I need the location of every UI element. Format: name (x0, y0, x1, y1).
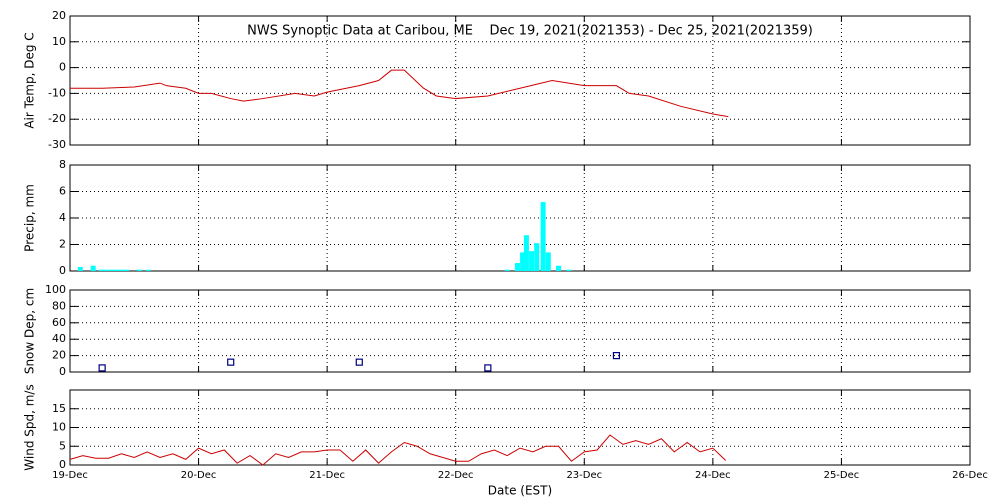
y-tick-label: 100 (45, 283, 66, 296)
y-tick-label: 40 (52, 332, 66, 345)
chart-title: NWS Synoptic Data at Caribou, ME Dec 19,… (247, 24, 813, 39)
x-tick-label: 20-Dec (181, 470, 217, 481)
x-tick-label: 25-Dec (824, 470, 860, 481)
y-tick-label: -20 (48, 112, 66, 125)
bar (566, 269, 572, 271)
point (98, 364, 106, 372)
y-tick-label: 15 (52, 402, 66, 415)
bar (556, 265, 562, 271)
y-tick-label: 5 (59, 439, 66, 452)
x-tick-label: 24-Dec (695, 470, 731, 481)
bar (504, 269, 510, 271)
y-axis-label: Wind Spd, m/s (23, 384, 37, 470)
bar (534, 243, 540, 271)
bar (98, 269, 104, 271)
bar (136, 269, 142, 271)
y-tick-label: 10 (52, 421, 66, 434)
x-tick-label: 23-Dec (566, 470, 602, 481)
bar (118, 269, 124, 271)
y-axis-label: Air Temp, Deg C (23, 32, 37, 128)
y-tick-label: 0 (59, 264, 66, 277)
point (484, 364, 492, 372)
y-tick-label: 6 (59, 185, 66, 198)
plot-frame (69, 289, 971, 373)
bar (523, 235, 529, 271)
y-tick-label: 2 (59, 238, 66, 251)
data-line (70, 69, 729, 118)
bar (545, 252, 551, 271)
bar (540, 202, 546, 271)
x-tick-label: 21-Dec (309, 470, 345, 481)
y-tick-label: 80 (52, 299, 66, 312)
x-tick-label: 26-Dec (952, 470, 988, 481)
plot-frame (69, 15, 971, 146)
y-axis-label: Precip, mm (23, 184, 37, 252)
y-tick-label: 10 (52, 35, 66, 48)
bar (520, 252, 526, 271)
y-tick-label: -30 (48, 138, 66, 151)
y-tick-label: -10 (48, 86, 66, 99)
point (355, 358, 363, 366)
x-tick-label: 19-Dec (52, 470, 88, 481)
y-tick-label: 0 (59, 365, 66, 378)
bar (514, 263, 520, 271)
y-tick-label: 4 (59, 211, 66, 224)
y-tick-label: 8 (59, 158, 66, 171)
bar (124, 269, 130, 271)
bar (77, 267, 83, 271)
data-line (69, 434, 727, 466)
x-axis-label: Date (EST) (488, 484, 552, 498)
bar (529, 251, 535, 271)
bar (145, 269, 151, 271)
point (612, 352, 621, 360)
y-axis-label: Snow Dep, cm (23, 288, 37, 374)
y-tick-label: 0 (59, 61, 66, 74)
bar (103, 269, 109, 271)
y-tick-label: 60 (52, 316, 66, 329)
bar (108, 269, 114, 271)
y-tick-label: 20 (52, 349, 66, 362)
x-tick-label: 22-Dec (438, 470, 474, 481)
bar (113, 269, 119, 271)
bar (90, 265, 96, 271)
y-tick-label: 20 (52, 9, 66, 22)
y-tick-label: 0 (59, 458, 66, 471)
point (227, 358, 235, 366)
